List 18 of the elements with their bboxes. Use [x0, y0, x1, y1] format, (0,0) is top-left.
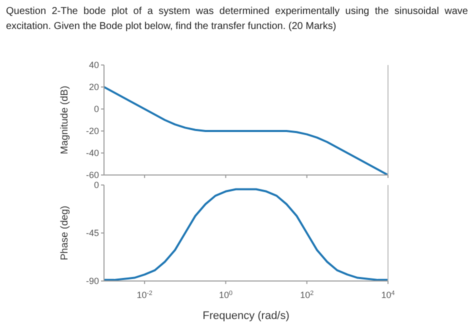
y-tick-label: -40 [86, 148, 99, 158]
y-tick-label: -20 [86, 126, 99, 136]
y-axis-title: Magnitude (dB) [60, 86, 71, 154]
y-axis-title: Phase (deg) [60, 206, 71, 260]
y-tick-label: -90 [86, 276, 99, 286]
x-tick-label: 10$^{2}$ [300, 290, 314, 300]
y-tick-label: -60 [86, 170, 99, 180]
y-tick-label: 40 [88, 60, 99, 70]
x-tick-label: 10$^{-2}$ [136, 290, 153, 300]
line-series [104, 188, 388, 281]
chart-title: Question 2-The bode plot of a system was determined experimentally using the sinusoidal wave excitation. Given the Bode plot below, find the transfer function. (20 Marks) [6, 5, 468, 34]
y-tick-label: 0 [94, 104, 99, 114]
x-tick-label: 10$^{4}$ [381, 290, 396, 300]
x-tick-label: 10$^{0}$ [218, 290, 233, 300]
y-tick-label: -45 [86, 228, 99, 238]
y-tick-label: 20 [88, 82, 99, 92]
y-tick-label: 0 [94, 180, 99, 190]
x-axis-title: Frequency (rad/s) [202, 310, 290, 322]
